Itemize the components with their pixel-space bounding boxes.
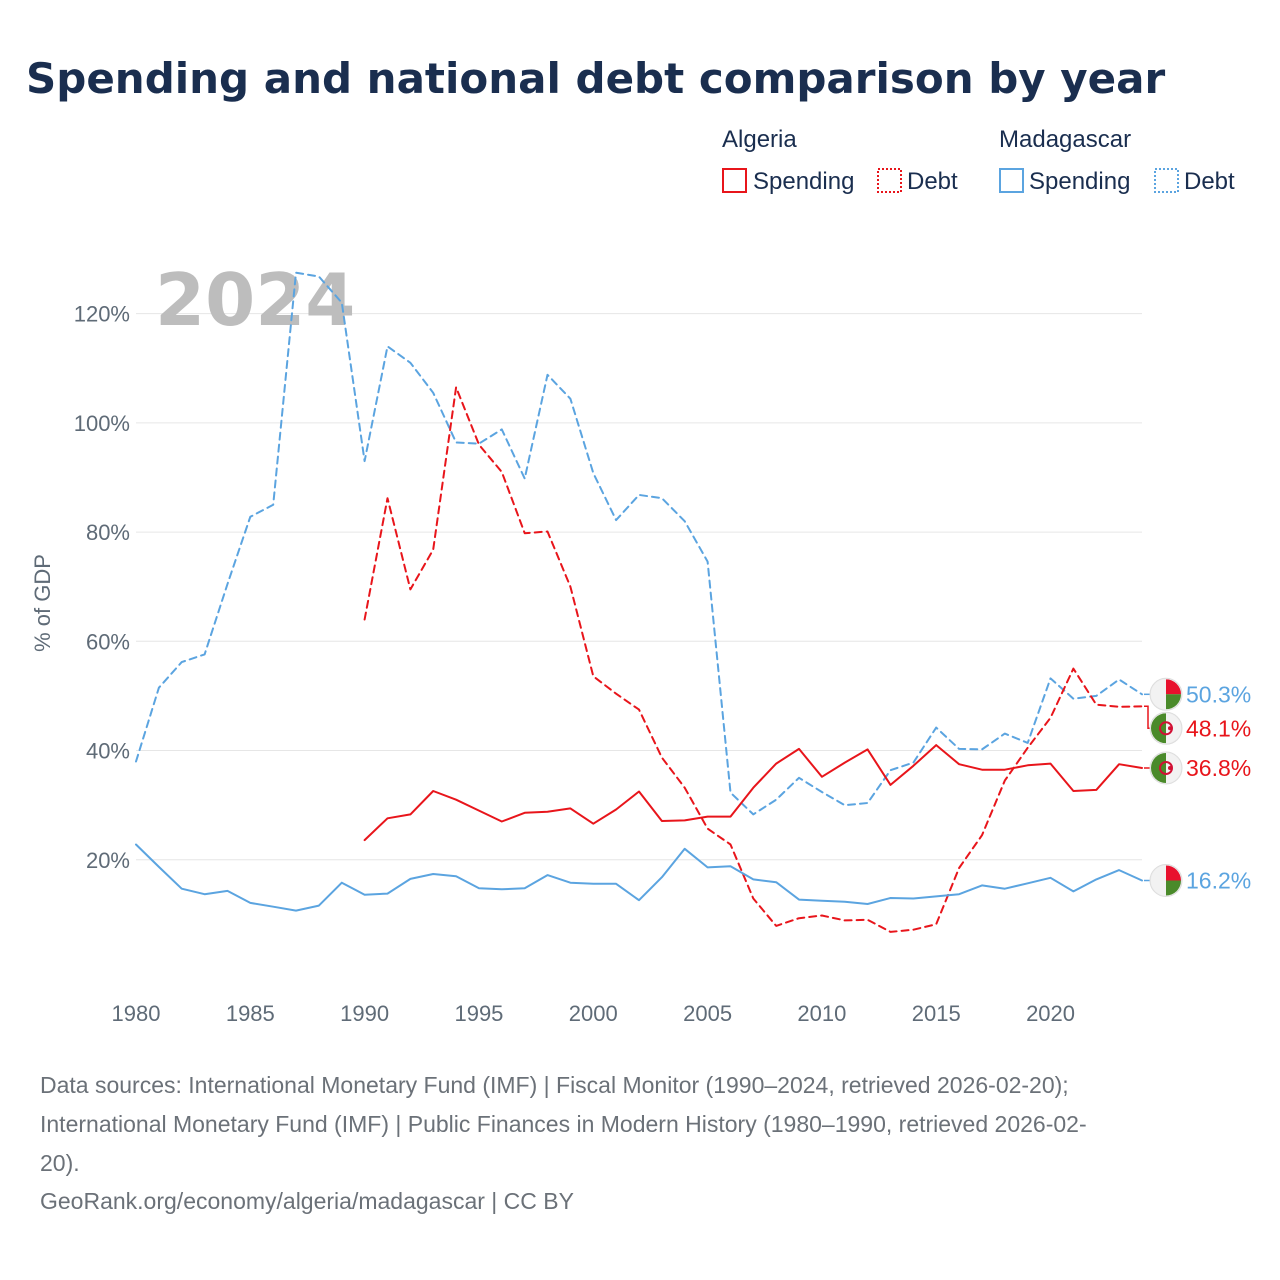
flag-red-band xyxy=(1166,679,1181,695)
series-line-madagascar-debt[interactable] xyxy=(135,271,1143,816)
y-tick-label: 40% xyxy=(86,739,130,764)
end-label-algeria-spending: 36.8% xyxy=(1144,751,1251,785)
flag-green-half xyxy=(1151,713,1166,744)
series-line-madagascar-spending[interactable] xyxy=(135,843,1143,912)
legend-label-algeria-debt: Debt xyxy=(907,168,958,195)
x-tick-label: 2000 xyxy=(569,1001,618,1026)
flag-white-half xyxy=(1166,753,1181,783)
flag-badge-ring xyxy=(1149,677,1183,711)
flag-badge-ring xyxy=(1149,711,1183,745)
end-label-value: 16.2% xyxy=(1186,868,1251,894)
footer-source-line-2: International Monetary Fund (IMF) | Publ… xyxy=(40,1111,1087,1137)
x-tick-label: 2015 xyxy=(912,1001,961,1026)
legend-item-algeria-spending[interactable]: Spending xyxy=(722,168,854,195)
end-label-value: 50.3% xyxy=(1186,681,1251,707)
end-label-madagascar-spending: 16.2% xyxy=(1144,864,1251,897)
x-axis-ticks: 1980 1985 1990 1995 2000 2005 2010 2015 2020 xyxy=(112,1001,1075,1026)
series-lines xyxy=(135,271,1143,933)
legend: Algeria Spending Debt Madagascar Spendin… xyxy=(722,126,1235,195)
algeria-flag-icon xyxy=(1149,751,1183,785)
footer-source-line-3: 20). xyxy=(40,1150,80,1176)
series-line-algeria-debt[interactable] xyxy=(363,386,1143,933)
algeria-flag-icon xyxy=(1149,711,1183,745)
legend-group-algeria: Algeria xyxy=(722,126,797,153)
x-tick-label: 1980 xyxy=(112,1001,161,1026)
end-label-value: 48.1% xyxy=(1186,715,1251,741)
x-tick-label: 2005 xyxy=(683,1001,732,1026)
flag-white-half xyxy=(1166,713,1181,744)
star-icon xyxy=(1168,766,1172,770)
flag-white-band xyxy=(1151,679,1166,710)
x-tick-label: 1985 xyxy=(226,1001,275,1026)
end-labels: 50.3% 48.1% 36.8% 16.2% xyxy=(1144,677,1251,897)
x-tick-label: 1995 xyxy=(454,1001,503,1026)
y-tick-label: 120% xyxy=(74,302,130,327)
flag-badge-ring xyxy=(1149,751,1183,785)
legend-label-madagascar-spending: Spending xyxy=(1029,168,1130,195)
legend-label-algeria-spending: Spending xyxy=(753,168,854,195)
legend-swatch-madagascar-spending xyxy=(999,168,1024,193)
legend-swatch-algeria-debt xyxy=(877,168,902,193)
y-tick-label: 20% xyxy=(86,848,130,873)
flag-green-band xyxy=(1166,694,1181,710)
series-line-algeria-spending[interactable] xyxy=(363,744,1143,842)
flag-green-band xyxy=(1166,880,1181,896)
footer-attribution[interactable]: GeoRank.org/economy/algeria/madagascar |… xyxy=(40,1188,574,1214)
end-label-algeria-debt: 48.1% xyxy=(1144,705,1251,745)
end-label-madagascar-debt: 50.3% xyxy=(1144,677,1251,711)
end-label-value: 36.8% xyxy=(1186,755,1251,781)
x-tick-label: 2010 xyxy=(797,1001,846,1026)
y-axis-label: % of GDP xyxy=(30,554,55,652)
legend-label-madagascar-debt: Debt xyxy=(1184,168,1235,195)
chart-title: Spending and national debt comparison by… xyxy=(26,54,1165,103)
year-watermark: 2024 xyxy=(155,258,355,342)
x-tick-label: 2020 xyxy=(1026,1001,1075,1026)
footer-source-line-1: Data sources: International Monetary Fun… xyxy=(40,1072,1069,1098)
madagascar-flag-icon xyxy=(1149,864,1183,897)
star-icon xyxy=(1168,726,1172,731)
y-tick-label: 80% xyxy=(86,520,130,545)
legend-item-madagascar-spending[interactable]: Spending xyxy=(999,168,1130,195)
y-tick-label: 60% xyxy=(86,629,130,654)
x-tick-label: 1990 xyxy=(340,1001,389,1026)
legend-group-madagascar: Madagascar xyxy=(999,126,1131,153)
madagascar-flag-icon xyxy=(1149,677,1183,711)
flag-red-band xyxy=(1166,865,1181,881)
flag-badge-ring xyxy=(1149,864,1183,897)
flag-green-half xyxy=(1151,753,1166,783)
y-axis-ticks: 20% 40% 60% 80% 100% 120% xyxy=(74,302,130,873)
legend-swatch-algeria-spending xyxy=(722,168,747,193)
legend-swatch-madagascar-debt xyxy=(1154,168,1179,193)
y-tick-label: 100% xyxy=(74,411,130,436)
legend-item-madagascar-debt[interactable]: Debt xyxy=(1154,168,1235,195)
legend-item-algeria-debt[interactable]: Debt xyxy=(877,168,958,195)
gridlines xyxy=(136,313,1142,861)
flag-white-band xyxy=(1151,865,1166,896)
